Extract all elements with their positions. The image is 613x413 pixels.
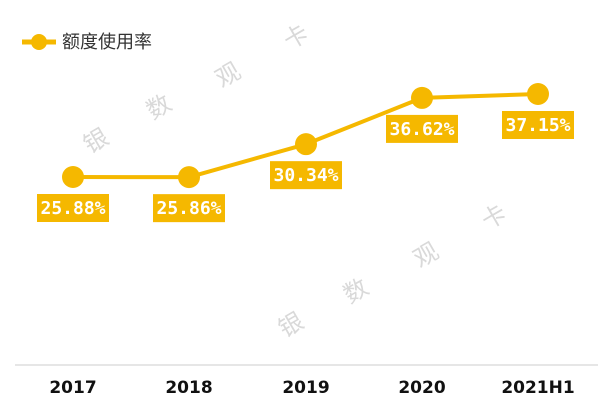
x-tick-label: 2017 <box>49 378 96 398</box>
x-tick-label: 2021H1 <box>501 378 574 398</box>
data-point <box>411 86 433 109</box>
legend-label: 额度使用率 <box>62 32 152 53</box>
watermark-char: 银 <box>274 307 309 343</box>
data-label-box <box>37 194 109 222</box>
data-label: 36.62% <box>389 119 454 140</box>
watermark-char: 数 <box>339 273 374 309</box>
watermark-char: 数 <box>142 89 177 125</box>
data-point <box>295 133 317 156</box>
watermark-char: 卡 <box>279 19 314 55</box>
legend-dot-marker <box>31 34 47 50</box>
watermark-char: 观 <box>211 57 246 93</box>
x-tick-label: 2018 <box>165 378 212 398</box>
data-point <box>178 166 200 189</box>
series-marks: 25.88% 25.86% 30.34% 36.62% 37.15% <box>37 83 574 223</box>
watermark-char: 卡 <box>477 199 512 235</box>
data-point <box>62 166 84 188</box>
data-label-box <box>502 111 574 139</box>
data-label-box <box>153 194 225 223</box>
x-tick-label: 2019 <box>282 378 329 398</box>
x-tick-labels: 2017 2018 2019 2020 2021H1 <box>49 378 574 398</box>
data-label: 37.15% <box>505 115 570 136</box>
data-label-box <box>270 161 342 190</box>
watermark-char: 银 <box>79 123 114 159</box>
data-label: 30.34% <box>273 165 338 186</box>
legend: 额度使用率 <box>22 32 152 53</box>
data-point <box>527 83 549 105</box>
x-tick-label: 2020 <box>398 378 445 398</box>
data-label: 25.86% <box>156 198 221 219</box>
data-label-box <box>386 114 458 143</box>
watermark-char: 观 <box>409 237 444 273</box>
data-label: 25.88% <box>40 198 105 219</box>
